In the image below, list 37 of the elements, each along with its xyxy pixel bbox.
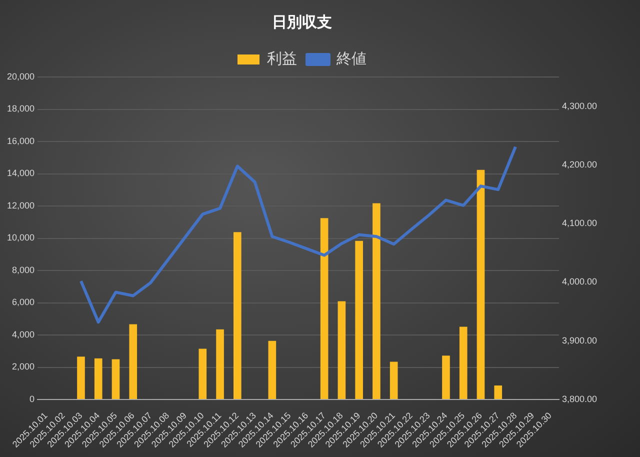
y-tick-label: 10,000 [6, 232, 35, 243]
y2-tick-label: 3,900.00 [562, 335, 598, 346]
bar [476, 170, 485, 400]
bar [494, 385, 502, 400]
legend-label: 利益 [267, 50, 297, 68]
y-tick-label: 12,000 [6, 200, 35, 210]
y-tick-label: 0 [30, 394, 35, 404]
bar [442, 356, 450, 400]
bar [198, 348, 207, 400]
bar [112, 359, 120, 400]
bar [268, 340, 276, 400]
bar [94, 358, 102, 400]
y-tick-label: 14,000 [6, 168, 35, 178]
chart-title: 日別収支 [272, 14, 332, 32]
bar [129, 324, 138, 400]
bar [216, 329, 224, 400]
y2-tick-label: 4,000.00 [562, 276, 598, 287]
y-tick-label: 18,000 [6, 104, 35, 114]
y-tick-label: 6,000 [12, 297, 35, 308]
y-tick-label: 4,000 [12, 329, 35, 340]
bar [390, 362, 398, 400]
bar [459, 326, 468, 400]
y2-tick-label: 4,200.00 [562, 159, 598, 170]
bar [372, 203, 380, 400]
y-tick-label: 8,000 [12, 264, 35, 275]
bar [77, 356, 85, 400]
bar [338, 301, 346, 400]
y2-tick-label: 3,800.00 [562, 394, 598, 404]
y-tick-label: 16,000 [6, 136, 35, 146]
y-tick-label: 20,000 [6, 71, 35, 82]
y2-tick-label: 4,100.00 [562, 218, 598, 228]
bar [234, 232, 242, 400]
y2-tick-label: 4,300.00 [562, 100, 598, 111]
y-tick-label: 2,000 [12, 362, 35, 372]
bar [355, 240, 363, 400]
bar [320, 218, 328, 400]
legend-label: 終値 [336, 50, 366, 68]
